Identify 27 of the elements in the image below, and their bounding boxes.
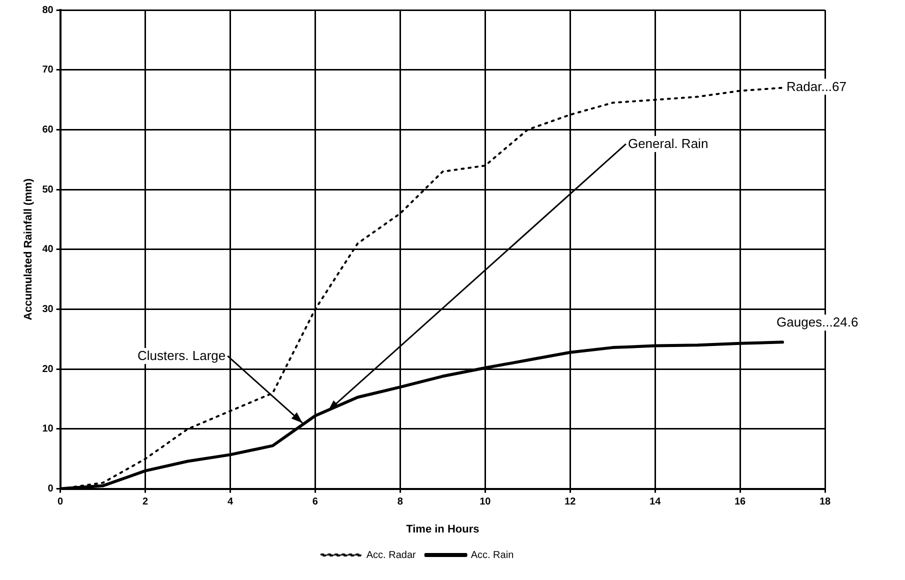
x-tick-label: 2: [142, 496, 149, 508]
annotation: General. Rain: [628, 136, 708, 152]
x-tick-label: 10: [480, 496, 492, 508]
y-tick-label: 70: [42, 64, 54, 76]
legend-label: Acc. Radar: [366, 550, 417, 561]
annotation: Clusters. Large: [137, 348, 226, 364]
y-tick-label: 30: [42, 304, 54, 315]
x-tick-label: 0: [58, 496, 64, 508]
y-axis-title: Accumulated Rainfall (mm): [22, 178, 35, 320]
x-tick-label: 4: [227, 496, 234, 508]
x-tick-label: 6: [312, 496, 318, 508]
y-tick-label: 50: [42, 184, 54, 196]
y-tick-label: 80: [42, 4, 54, 16]
y-tick-label: 60: [42, 124, 54, 136]
x-tick-label: 18: [819, 496, 831, 508]
y-tick-label: 10: [42, 424, 54, 435]
x-tick-label: 12: [564, 496, 576, 508]
annotation: Gauges...24.6: [776, 314, 858, 330]
x-tick-label: 8: [397, 496, 404, 508]
x-axis-title: Time in Hours: [406, 523, 480, 536]
x-tick-label: 14: [650, 496, 662, 508]
annotation: Radar...67: [786, 78, 847, 94]
x-tick-label: 16: [734, 496, 746, 508]
legend-label: Acc. Rain: [470, 550, 514, 561]
y-tick-label: 20: [42, 364, 54, 375]
y-tick-label: 0: [48, 484, 54, 495]
y-tick-label: 40: [42, 244, 54, 256]
